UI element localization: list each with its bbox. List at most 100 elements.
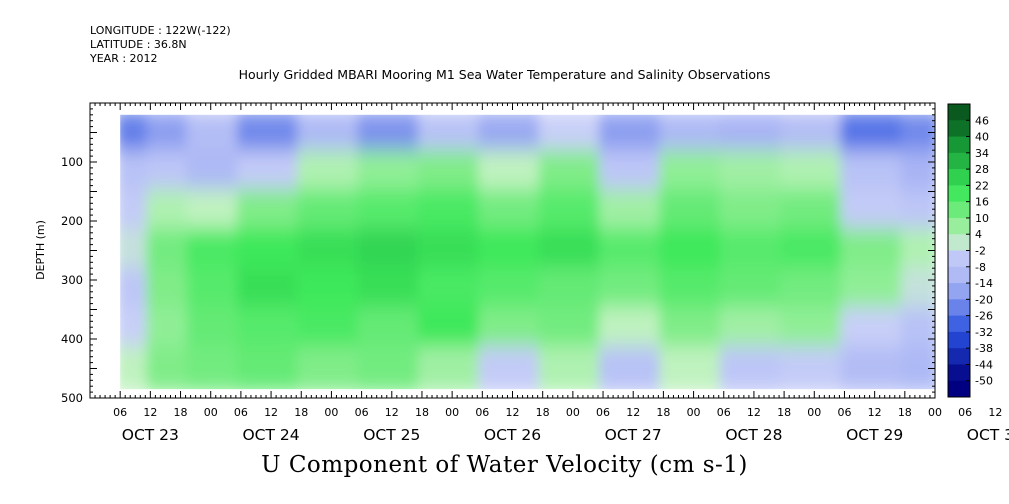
x-date-label: OCT 30	[967, 426, 1009, 444]
longitude-label: LONGITUDE : 122W(-122)	[90, 24, 231, 37]
x-date-label: OCT 27	[605, 426, 662, 444]
heatmap-cell	[236, 345, 306, 394]
x-hour-label: 12	[988, 406, 1002, 419]
colorbar-label: -50	[975, 375, 993, 388]
colorbar-swatch	[948, 331, 970, 349]
colorbar-label: -8	[975, 261, 986, 274]
colorbar-label: -14	[975, 277, 993, 290]
heatmap-cell	[659, 345, 728, 394]
x-hour-label: 06	[475, 406, 489, 419]
metadata-block: LONGITUDE : 122W(-122) LATITUDE : 36.8N …	[90, 24, 231, 66]
colorbar-label: 40	[975, 131, 989, 144]
x-hour-label: 12	[385, 406, 399, 419]
colorbar-label: -20	[975, 293, 993, 306]
heatmap-cell	[357, 345, 426, 394]
heatmap-cell	[186, 345, 245, 394]
heatmap-cell	[478, 345, 547, 394]
x-axis-title: U Component of Water Velocity (cm s-1)	[261, 452, 748, 478]
colorbar-swatch	[948, 364, 970, 382]
colorbar-label: 4	[975, 228, 982, 241]
colorbar-swatch	[948, 120, 970, 138]
heatmap-cell	[599, 345, 668, 394]
x-hour-label: 06	[355, 406, 369, 419]
x-date-label: OCT 26	[484, 426, 541, 444]
colorbar-swatch	[948, 185, 970, 203]
colorbar-label: 46	[975, 114, 989, 127]
colorbar-swatch	[948, 266, 970, 284]
x-hour-label: 12	[747, 406, 761, 419]
colorbar-label: -44	[975, 358, 993, 371]
x-hour-label: 12	[143, 406, 157, 419]
heatmap-cell	[297, 345, 366, 394]
x-hour-label: 00	[687, 406, 701, 419]
colorbar-swatch	[948, 234, 970, 251]
heatmap-cell	[146, 345, 195, 394]
y-tick-label: 200	[61, 214, 83, 228]
heatmap-cell	[538, 345, 608, 394]
colorbar-swatch	[948, 169, 970, 186]
x-hour-label: 18	[536, 406, 550, 419]
x-hour-label: 12	[868, 406, 882, 419]
x-hour-label: 18	[174, 406, 188, 419]
x-hour-label: 00	[928, 406, 942, 419]
x-hour-label: 06	[234, 406, 248, 419]
latitude-label: LATITUDE : 36.8N	[90, 38, 187, 51]
y-tick-label: 400	[61, 332, 83, 346]
x-hour-label: 00	[445, 406, 459, 419]
heatmap-cell	[780, 345, 849, 394]
x-date-label: OCT 29	[846, 426, 903, 444]
x-hour-label: 06	[837, 406, 851, 419]
colorbar-swatch	[948, 152, 970, 170]
colorbar-label: 28	[975, 163, 989, 176]
chart-title: Hourly Gridded MBARI Mooring M1 Sea Wate…	[0, 67, 1009, 82]
heatmap-cell	[719, 345, 789, 394]
x-hour-label: 06	[596, 406, 610, 419]
x-hour-label: 00	[324, 406, 338, 419]
x-hour-label: 12	[626, 406, 640, 419]
year-label: YEAR : 2012	[90, 52, 158, 65]
colorbar: 46 40 34 28 22 16 10 4 -2 -8 -14 -20 -26 -32 -38 -44 -50	[947, 103, 993, 398]
x-date-label: OCT 24	[242, 426, 299, 444]
x-hour-label: 06	[958, 406, 972, 419]
x-date-label: OCT 25	[363, 426, 420, 444]
chart-title-text: Hourly Gridded MBARI Mooring M1 Sea Wate…	[238, 67, 771, 82]
y-axis: 100 200 300 400 500	[61, 108, 935, 405]
colorbar-swatch	[948, 217, 970, 235]
x-hour-label: 06	[717, 406, 731, 419]
x-hour-label: 18	[898, 406, 912, 419]
x-hour-label: 18	[777, 406, 791, 419]
colorbar-label: 10	[975, 212, 989, 225]
colorbar-swatch	[948, 299, 970, 317]
colorbar-label: -32	[975, 326, 993, 339]
x-hour-label: 00	[566, 406, 580, 419]
colorbar-label: -38	[975, 342, 993, 355]
x-date-label: OCT 23	[122, 426, 179, 444]
colorbar-swatch	[948, 283, 970, 300]
colorbar-swatch	[948, 380, 970, 398]
heatmap-cell	[840, 345, 909, 394]
x-hour-label: 18	[415, 406, 429, 419]
x-hour-label: 00	[807, 406, 821, 419]
y-tick-label: 500	[61, 391, 83, 405]
colorbar-label: 16	[975, 196, 989, 209]
x-axis: 06 12 18 00 06 12 18 00 06 12 18 00 06 12 18 00 06 12 18 00…	[94, 103, 1009, 444]
y-axis-label: DEPTH (m)	[34, 220, 47, 280]
colorbar-swatch	[948, 315, 970, 333]
x-hour-label: 06	[113, 406, 127, 419]
colorbar-label: -26	[975, 310, 993, 323]
colorbar-swatch	[948, 348, 970, 365]
colorbar-swatch	[948, 250, 970, 268]
heatmap-cell	[900, 345, 935, 394]
y-tick-label: 300	[61, 273, 83, 287]
x-hour-label: 18	[294, 406, 308, 419]
x-hour-label: 18	[656, 406, 670, 419]
heatmap-cell	[417, 345, 487, 394]
colorbar-label: 22	[975, 179, 989, 192]
colorbar-swatch	[948, 136, 970, 154]
colorbar-swatch	[948, 104, 970, 121]
colorbar-label: 34	[975, 147, 989, 160]
heatmap-cells	[90, 103, 935, 398]
x-date-label: OCT 28	[725, 426, 782, 444]
colorbar-swatch	[948, 201, 970, 219]
